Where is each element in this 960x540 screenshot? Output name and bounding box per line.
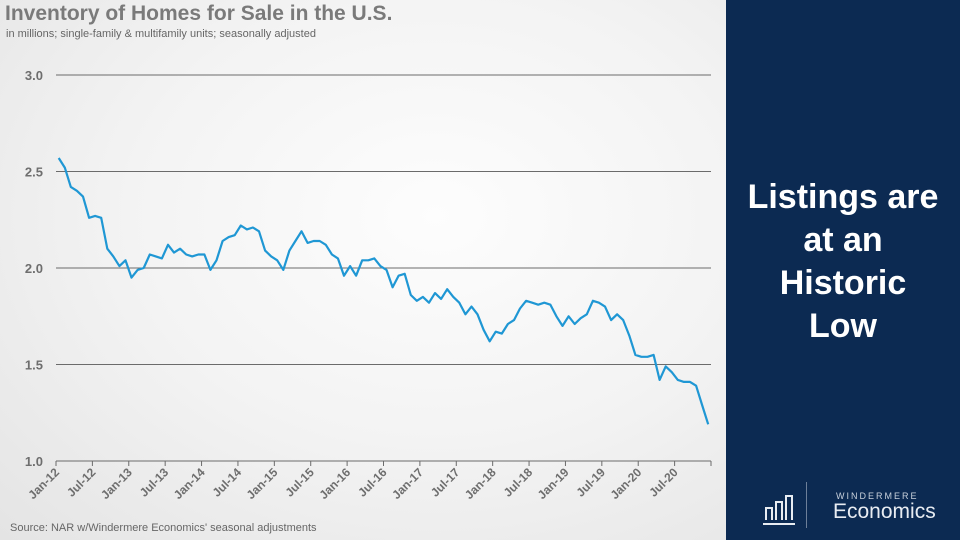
x-tick-label: Jul-12 [64, 465, 99, 500]
x-tick-label: Jan-19 [535, 465, 572, 502]
x-tick-label: Jan-16 [316, 465, 353, 502]
chart-panel: Inventory of Homes for Sale in the U.S. … [0, 0, 726, 540]
series-line [57, 157, 710, 425]
x-tick-label: Jan-20 [608, 465, 645, 502]
chart-source: Source: NAR w/Windermere Economics' seas… [10, 522, 317, 534]
chart-title: Inventory of Homes for Sale in the U.S. [5, 2, 393, 25]
x-tick-label: Jan-14 [171, 465, 208, 502]
logo-name: Economics [833, 500, 936, 523]
x-tick-label: Jul-18 [501, 465, 536, 500]
y-tick-label: 2.0 [25, 261, 43, 276]
headline: Listings are at an Historic Low [726, 176, 960, 348]
headline-panel: Listings are at an Historic Low WINDERME… [726, 0, 960, 540]
headline-line: Listings are [747, 178, 939, 216]
x-tick-label: Jul-14 [210, 465, 245, 500]
x-tick-label: Jul-19 [574, 465, 609, 500]
y-tick-label: 2.5 [25, 165, 43, 180]
x-tick-label: Jul-15 [282, 465, 317, 500]
bar-chart-icon [763, 495, 795, 525]
y-tick-label: 3.0 [25, 68, 43, 83]
logo-divider [806, 482, 807, 528]
x-tick-label: Jul-17 [428, 465, 463, 500]
headline-line: at an [803, 221, 883, 259]
x-tick-label: Jan-12 [25, 465, 62, 502]
headline-line: Historic [779, 264, 907, 302]
y-tick-label: 1.5 [25, 358, 43, 373]
x-tick-label: Jul-20 [646, 465, 681, 500]
x-tick-label: Jan-15 [244, 465, 281, 502]
x-tick-label: Jul-16 [355, 465, 390, 500]
y-tick-label: 1.0 [25, 454, 43, 469]
headline-line: Low [809, 307, 877, 345]
logo-kicker: WINDERMERE [836, 491, 919, 501]
x-tick-label: Jan-18 [462, 465, 499, 502]
windermere-logo: WINDERMERE Economics [742, 480, 952, 530]
x-tick-label: Jan-17 [389, 465, 426, 502]
x-tick-label: Jul-13 [137, 465, 172, 500]
x-tick-label: Jan-13 [98, 465, 135, 502]
chart-subtitle: in millions; single-family & multifamily… [6, 28, 316, 40]
